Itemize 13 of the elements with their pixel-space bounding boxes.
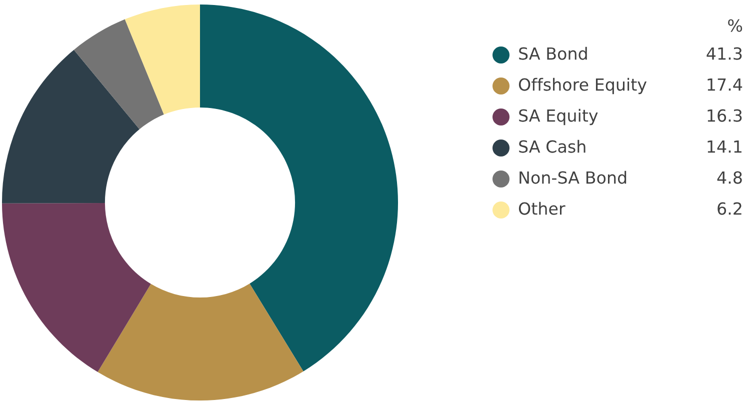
legend-label: Non-SA Bond bbox=[520, 170, 626, 184]
data-label: 41.3 bbox=[706, 47, 742, 60]
data-label: 6.2 bbox=[718, 202, 742, 215]
legend-label: Other bbox=[518, 202, 566, 215]
legend-title: % bbox=[728, 19, 742, 32]
data-label: 14.1 bbox=[708, 140, 742, 153]
legend-label: SA Equity bbox=[519, 108, 598, 126]
data-label: 17.4 bbox=[708, 78, 742, 91]
legend-label: Offshore Equity bbox=[518, 78, 647, 94]
data-label: 16.3 bbox=[708, 109, 742, 122]
legend-label: SA Bond bbox=[519, 46, 587, 60]
data-label: 4.8 bbox=[717, 171, 742, 184]
legend-label: SA Cash bbox=[519, 140, 586, 153]
